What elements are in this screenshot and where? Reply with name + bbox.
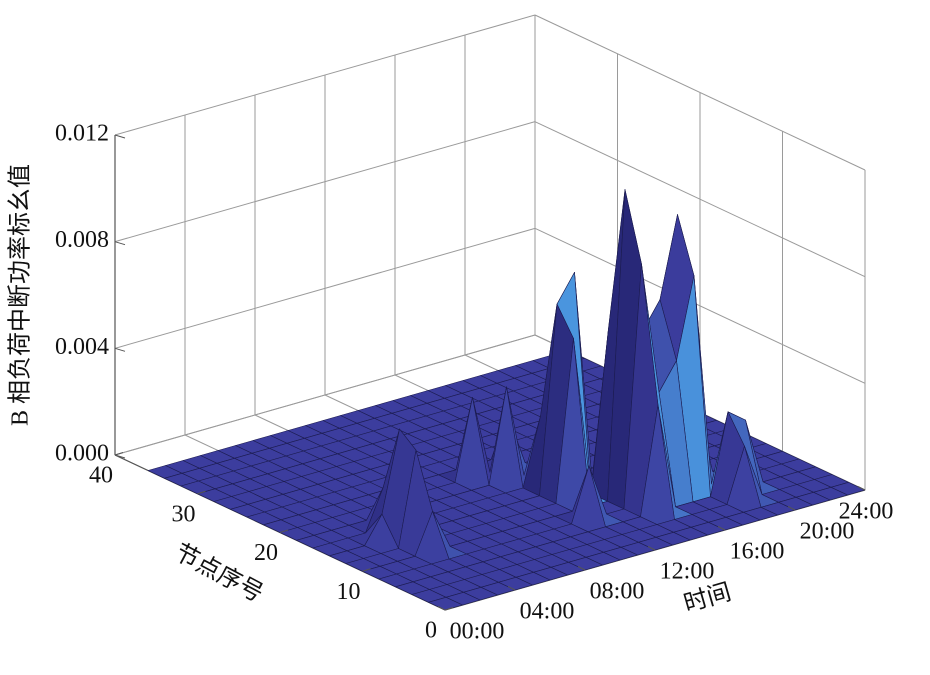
y-tick <box>114 452 124 456</box>
z-tick <box>114 347 126 352</box>
y-tick <box>362 568 371 572</box>
x-tick-label: 24:00 <box>839 499 894 525</box>
z-axis-label: B 相负荷中断功率标幺值 <box>7 164 34 426</box>
grid-line <box>534 14 866 171</box>
y-tick-label: 0 <box>425 618 437 644</box>
grid-line <box>114 334 536 456</box>
surface <box>147 189 866 611</box>
z-tick <box>114 241 126 246</box>
y-tick-label: 40 <box>89 463 113 489</box>
grid-line <box>114 227 536 349</box>
x-tick-label: 08:00 <box>590 579 645 605</box>
x-tick-label: 20:00 <box>800 519 855 545</box>
y-tick <box>197 490 206 495</box>
grid-line <box>114 121 536 243</box>
x-tick <box>647 546 656 551</box>
z-tick-label: 0.012 <box>55 121 109 147</box>
z-tick <box>114 454 126 459</box>
grid-line <box>114 14 536 136</box>
x-tick <box>507 586 516 591</box>
x-tick <box>577 566 586 571</box>
surface-facet <box>428 596 463 611</box>
x-tick <box>437 606 446 611</box>
z-tick-label: 0.004 <box>55 334 109 360</box>
x-tick-label: 04:00 <box>520 599 575 625</box>
x-tick <box>717 526 726 531</box>
x-tick-label: 00:00 <box>450 619 505 645</box>
x-tick-label: 16:00 <box>730 539 785 565</box>
y-tick-label: 20 <box>254 540 278 566</box>
y-tick <box>279 529 289 533</box>
y-tick <box>444 607 454 611</box>
z-tick-label: 0.000 <box>55 441 109 467</box>
z-tick <box>114 134 126 139</box>
y-tick-label: 10 <box>337 579 361 605</box>
x-tick <box>857 486 866 491</box>
grid-line <box>534 227 866 384</box>
grid-line <box>534 121 866 278</box>
x-tick <box>787 506 796 511</box>
y-tick-label: 30 <box>172 501 196 527</box>
z-tick-label: 0.008 <box>55 227 109 253</box>
x-tick-label: 12:00 <box>660 559 715 585</box>
